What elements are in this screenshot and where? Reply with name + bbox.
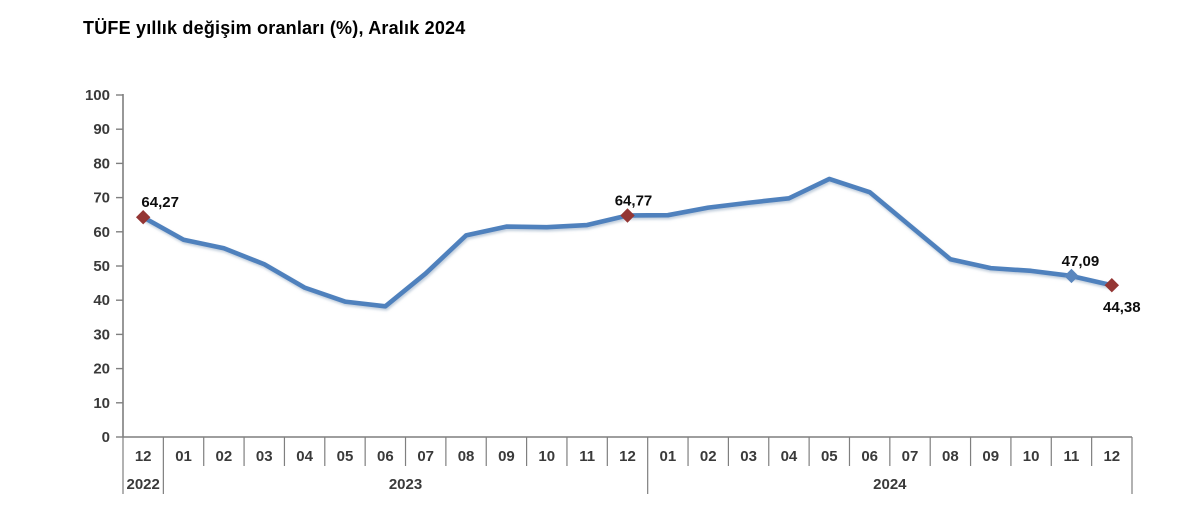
data-point-label: 47,09 [1062, 253, 1100, 270]
x-axis-month-label: 07 [902, 448, 919, 465]
x-axis-month-label: 02 [700, 448, 717, 465]
x-axis-month-label: 09 [498, 448, 515, 465]
x-axis-month-label: 09 [982, 448, 999, 465]
x-axis-year-label: 2023 [389, 476, 422, 493]
x-axis-month-label: 06 [377, 448, 394, 465]
x-axis-month-label: 11 [579, 448, 595, 465]
x-axis-month-label: 12 [1103, 448, 1120, 465]
data-point-label: 44,38 [1103, 299, 1141, 316]
x-axis-month-label: 05 [821, 448, 838, 465]
y-axis-tick-label: 90 [93, 121, 110, 138]
x-axis-month-label: 05 [337, 448, 354, 465]
x-axis-month-label: 06 [861, 448, 878, 465]
x-axis-month-label: 02 [216, 448, 233, 465]
y-axis-tick-label: 20 [93, 361, 110, 378]
x-axis-year-label: 2024 [873, 476, 907, 493]
data-point-label: 64,77 [615, 192, 653, 209]
data-point-label: 64,27 [141, 194, 179, 211]
x-axis-month-label: 11 [1064, 448, 1080, 465]
y-axis-tick-label: 70 [93, 190, 110, 207]
x-axis-month-label: 04 [296, 448, 313, 465]
y-axis-tick-label: 80 [93, 155, 110, 172]
x-axis-month-label: 10 [1023, 448, 1040, 465]
x-axis-month-label: 08 [942, 448, 959, 465]
y-axis-tick-label: 50 [93, 258, 110, 275]
x-axis-month-label: 10 [538, 448, 555, 465]
y-axis-tick-label: 30 [93, 326, 110, 343]
chart-title: TÜFE yıllık değişim oranları (%), Aralık… [83, 18, 466, 38]
data-point-marker [1064, 268, 1079, 284]
x-axis-month-label: 07 [417, 448, 434, 465]
x-axis-year-label: 2022 [126, 476, 159, 493]
y-axis-tick-label: 10 [93, 395, 110, 412]
x-axis-month-label: 03 [256, 448, 273, 465]
x-axis-month-label: 08 [458, 448, 475, 465]
x-axis-month-label: 01 [660, 448, 677, 465]
x-axis-month-label: 01 [175, 448, 192, 465]
x-axis-month-label: 12 [619, 448, 636, 465]
data-point-marker [1104, 278, 1120, 293]
y-axis-tick-label: 100 [85, 87, 110, 104]
data-point-marker [135, 209, 151, 225]
y-axis-tick-label: 0 [102, 429, 110, 446]
data-point-marker [620, 208, 635, 223]
x-axis-month-label: 04 [781, 448, 798, 465]
x-axis-month-label: 03 [740, 448, 757, 465]
y-axis-tick-label: 60 [93, 224, 110, 241]
x-axis-month-label: 12 [135, 448, 152, 465]
y-axis-tick-label: 40 [93, 292, 110, 309]
